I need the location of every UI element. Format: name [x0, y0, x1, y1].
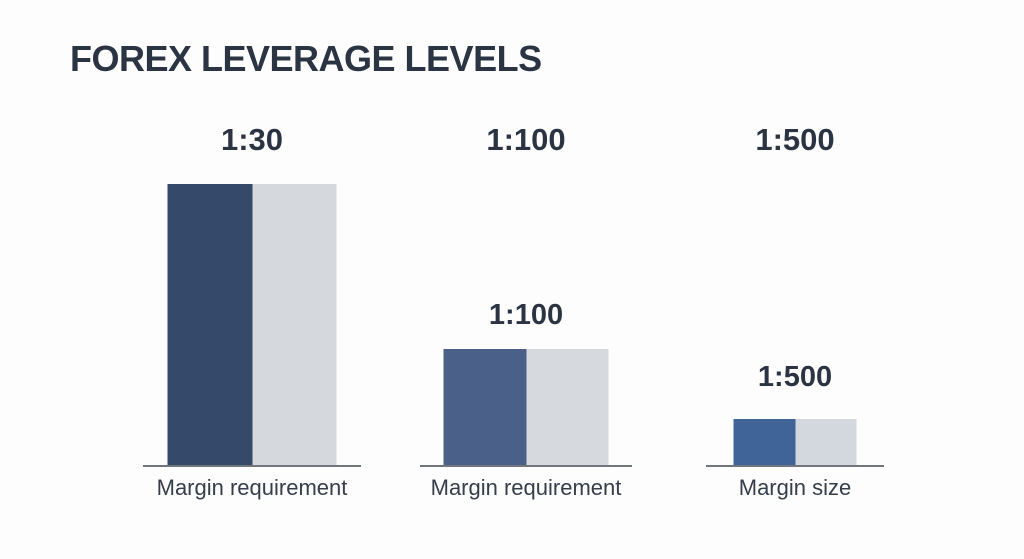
bar-value-label: 1:100	[488, 299, 564, 331]
bar-light-half	[795, 419, 857, 465]
leverage-group-1-100: 1:100 1:100 Margin requirement	[420, 0, 632, 559]
margin-bar	[167, 184, 337, 465]
axis-baseline	[706, 465, 884, 467]
bar-category-label: Margin requirement	[156, 475, 348, 500]
margin-bar	[733, 419, 857, 465]
bar-light-half	[252, 184, 337, 465]
leverage-group-1-30: 1:30 Margin requirement	[143, 0, 361, 559]
leverage-group-1-500: 1:500 1:500 Margin size	[706, 0, 884, 559]
leverage-ratio-header: 1:500	[755, 122, 835, 157]
bar-category-label: Margin requirement	[430, 475, 622, 500]
leverage-ratio-header: 1:30	[220, 122, 284, 157]
leverage-ratio-header: 1:100	[486, 122, 566, 157]
bar-category-label: Margin size	[738, 475, 852, 500]
axis-baseline	[420, 465, 632, 467]
bar-value-label: 1:500	[757, 361, 833, 393]
axis-baseline	[143, 465, 361, 467]
bar-dark-half	[733, 419, 795, 465]
bar-dark-half	[443, 349, 526, 465]
chart-title: FOREX LEVERAGE LEVELS	[70, 38, 542, 79]
margin-bar	[443, 349, 609, 465]
bar-light-half	[526, 349, 609, 465]
bar-dark-half	[167, 184, 252, 465]
